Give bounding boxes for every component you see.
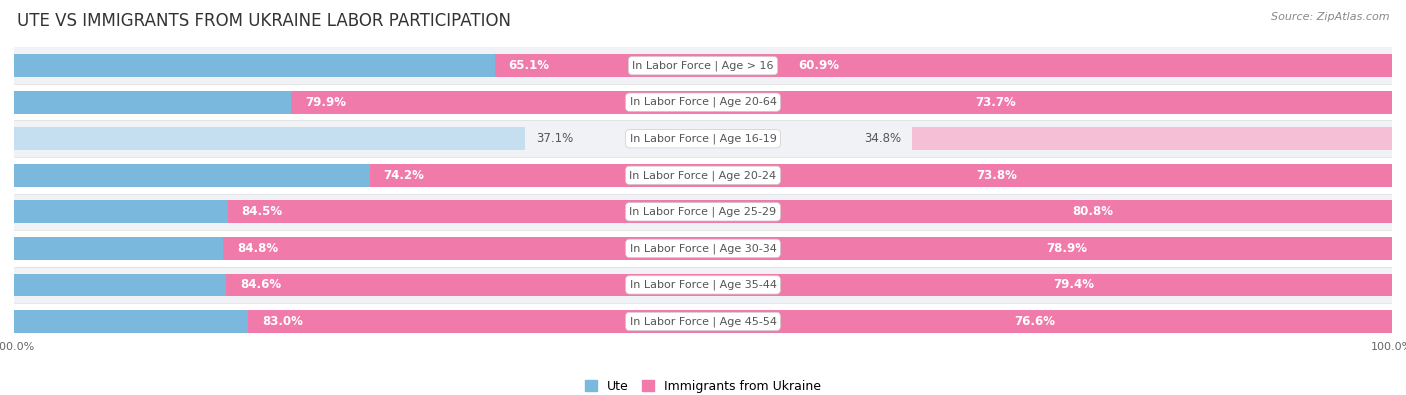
Bar [14,157,1392,194]
Text: 79.9%: 79.9% [305,96,346,109]
Text: In Labor Force | Age 45-54: In Labor Force | Age 45-54 [630,316,776,327]
Bar [14,84,1392,120]
Bar [14,201,1128,223]
Text: 84.6%: 84.6% [240,278,281,292]
Text: 60.9%: 60.9% [799,59,839,72]
Text: 73.8%: 73.8% [976,169,1017,182]
Bar [14,55,853,77]
Text: In Labor Force | Age 20-64: In Labor Force | Age 20-64 [630,97,776,107]
Bar [14,91,1029,113]
Text: 80.8%: 80.8% [1073,205,1114,218]
Bar [14,267,1392,303]
Text: 84.8%: 84.8% [238,242,278,255]
Bar [14,164,1031,186]
Text: 34.8%: 34.8% [865,132,901,145]
Text: In Labor Force | Age 25-29: In Labor Force | Age 25-29 [630,207,776,217]
Bar [14,303,1392,340]
Bar [495,55,1392,77]
Bar [14,310,1070,333]
Bar [912,128,1392,150]
Bar [14,230,1392,267]
Bar [226,274,1392,296]
Bar [14,194,1392,230]
Text: 74.2%: 74.2% [384,169,425,182]
Text: In Labor Force | Age 35-44: In Labor Force | Age 35-44 [630,280,776,290]
Bar [249,310,1392,333]
Text: In Labor Force | Age 20-24: In Labor Force | Age 20-24 [630,170,776,181]
Bar [228,201,1392,223]
Text: 65.1%: 65.1% [509,59,550,72]
Text: UTE VS IMMIGRANTS FROM UKRAINE LABOR PARTICIPATION: UTE VS IMMIGRANTS FROM UKRAINE LABOR PAR… [17,12,510,30]
Text: 76.6%: 76.6% [1015,315,1056,328]
Bar [370,164,1392,186]
Bar [14,120,1392,157]
Text: 83.0%: 83.0% [262,315,302,328]
Bar [14,274,1108,296]
Text: In Labor Force | Age 16-19: In Labor Force | Age 16-19 [630,134,776,144]
Legend: Ute, Immigrants from Ukraine: Ute, Immigrants from Ukraine [579,375,827,395]
Text: 78.9%: 78.9% [1046,242,1087,255]
Text: 84.5%: 84.5% [242,205,283,218]
Bar [224,237,1392,260]
Text: Source: ZipAtlas.com: Source: ZipAtlas.com [1271,12,1389,22]
Bar [14,47,1392,84]
Text: In Labor Force | Age > 16: In Labor Force | Age > 16 [633,60,773,71]
Text: 73.7%: 73.7% [974,96,1015,109]
Bar [291,91,1392,113]
Text: In Labor Force | Age 30-34: In Labor Force | Age 30-34 [630,243,776,254]
Bar [14,128,526,150]
Text: 79.4%: 79.4% [1053,278,1094,292]
Text: 37.1%: 37.1% [536,132,574,145]
Bar [14,237,1101,260]
